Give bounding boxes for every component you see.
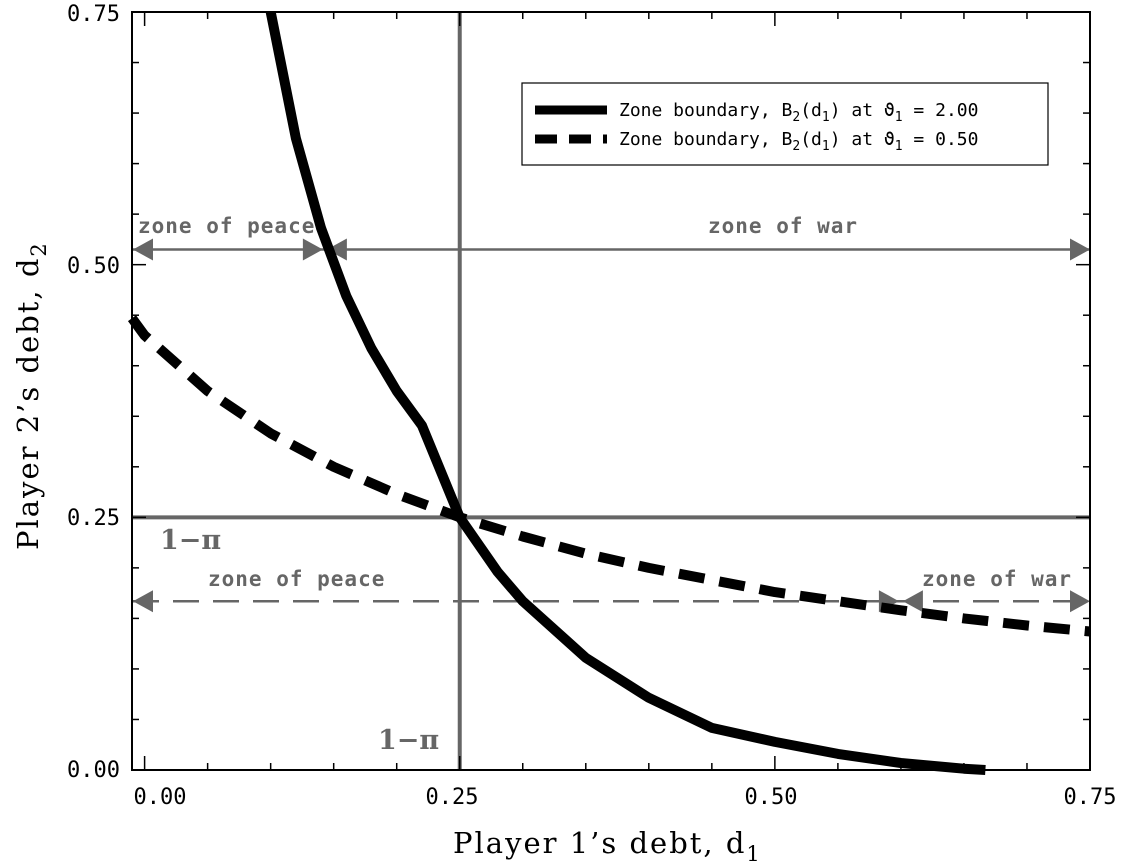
plot-frame	[131, 11, 1091, 771]
arrowhead-left-icon	[133, 590, 153, 613]
axes	[131, 11, 1091, 771]
legend-2-sub: 2	[792, 139, 800, 154]
one-minus-pi-vertical-label: 1−π	[378, 725, 439, 756]
legend-1-part: Zone boundary, B	[619, 100, 792, 121]
zone-of-war-top-label: zone of war	[708, 214, 858, 238]
arrowhead-right-icon	[1070, 238, 1090, 261]
legend-2-sub: 1	[822, 139, 830, 154]
arrowhead-left-icon	[326, 238, 347, 261]
y-tick-label: 0.25	[67, 506, 120, 531]
x-axis-title: Player 1’s debt, d1	[453, 826, 762, 864]
y-tick-label: 0.50	[67, 254, 120, 279]
legend-box	[521, 82, 1049, 166]
zone-arrows	[133, 238, 1090, 613]
x-tick-label: 0.50	[745, 785, 798, 810]
arrowhead-left-icon	[902, 590, 923, 613]
legend-1-sub: 1	[822, 110, 830, 125]
x-axis-title-main: Player 1’s debt, d	[453, 826, 746, 860]
arrowhead-left-icon	[133, 238, 153, 261]
y-tick-label: 0.00	[67, 758, 120, 783]
legend-label-series-2: Zone boundary, B2(d1) at ϑ1 = 0.50	[619, 129, 978, 154]
legend-1-part: ) at ϑ	[830, 100, 895, 121]
legend-2-part: (d	[800, 129, 822, 150]
legend-1-sub: 2	[792, 110, 800, 125]
one-minus-pi-horizontal-label: 1−π	[160, 525, 221, 556]
arrowhead-right-icon	[302, 238, 323, 261]
x-tick-label: 0.75	[1064, 785, 1117, 810]
arrowhead-right-icon	[1070, 590, 1090, 613]
legend-1-part: (d	[800, 100, 822, 121]
y-axis-title: Player 2’s debt, d2	[11, 241, 51, 550]
series-line-1	[265, 11, 986, 775]
legend-2-part: = 0.50	[903, 129, 979, 150]
zone-of-war-bottom-label: zone of war	[922, 567, 1072, 591]
legend-2-part: Zone boundary, B	[619, 129, 792, 150]
series-layer	[127, 11, 1091, 775]
legend-1-part: = 2.00	[903, 100, 979, 121]
zone-of-peace-top-label: zone of peace	[138, 214, 315, 238]
legend-label-series-1: Zone boundary, B2(d1) at ϑ1 = 2.00	[619, 100, 978, 125]
y-tick-label: 0.75	[67, 2, 120, 27]
legend-2-part: ) at ϑ	[830, 129, 895, 150]
y-axis-title-main: Player 2’s debt, d	[11, 257, 45, 550]
y-axis-title-subscript: 2	[27, 241, 51, 256]
x-tick-label: 0.25	[426, 785, 479, 810]
x-tick-label: 0.00	[134, 785, 187, 810]
reference-lines	[132, 12, 1090, 770]
legend: Zone boundary, B2(d1) at ϑ1 = 2.00 Zone …	[521, 82, 1049, 166]
zone-of-peace-bottom-label: zone of peace	[208, 567, 385, 591]
series-line-2	[127, 315, 1091, 637]
legend-1-sub: 1	[895, 110, 903, 125]
x-axis-title-subscript: 1	[746, 842, 761, 864]
legend-2-sub: 1	[895, 139, 903, 154]
